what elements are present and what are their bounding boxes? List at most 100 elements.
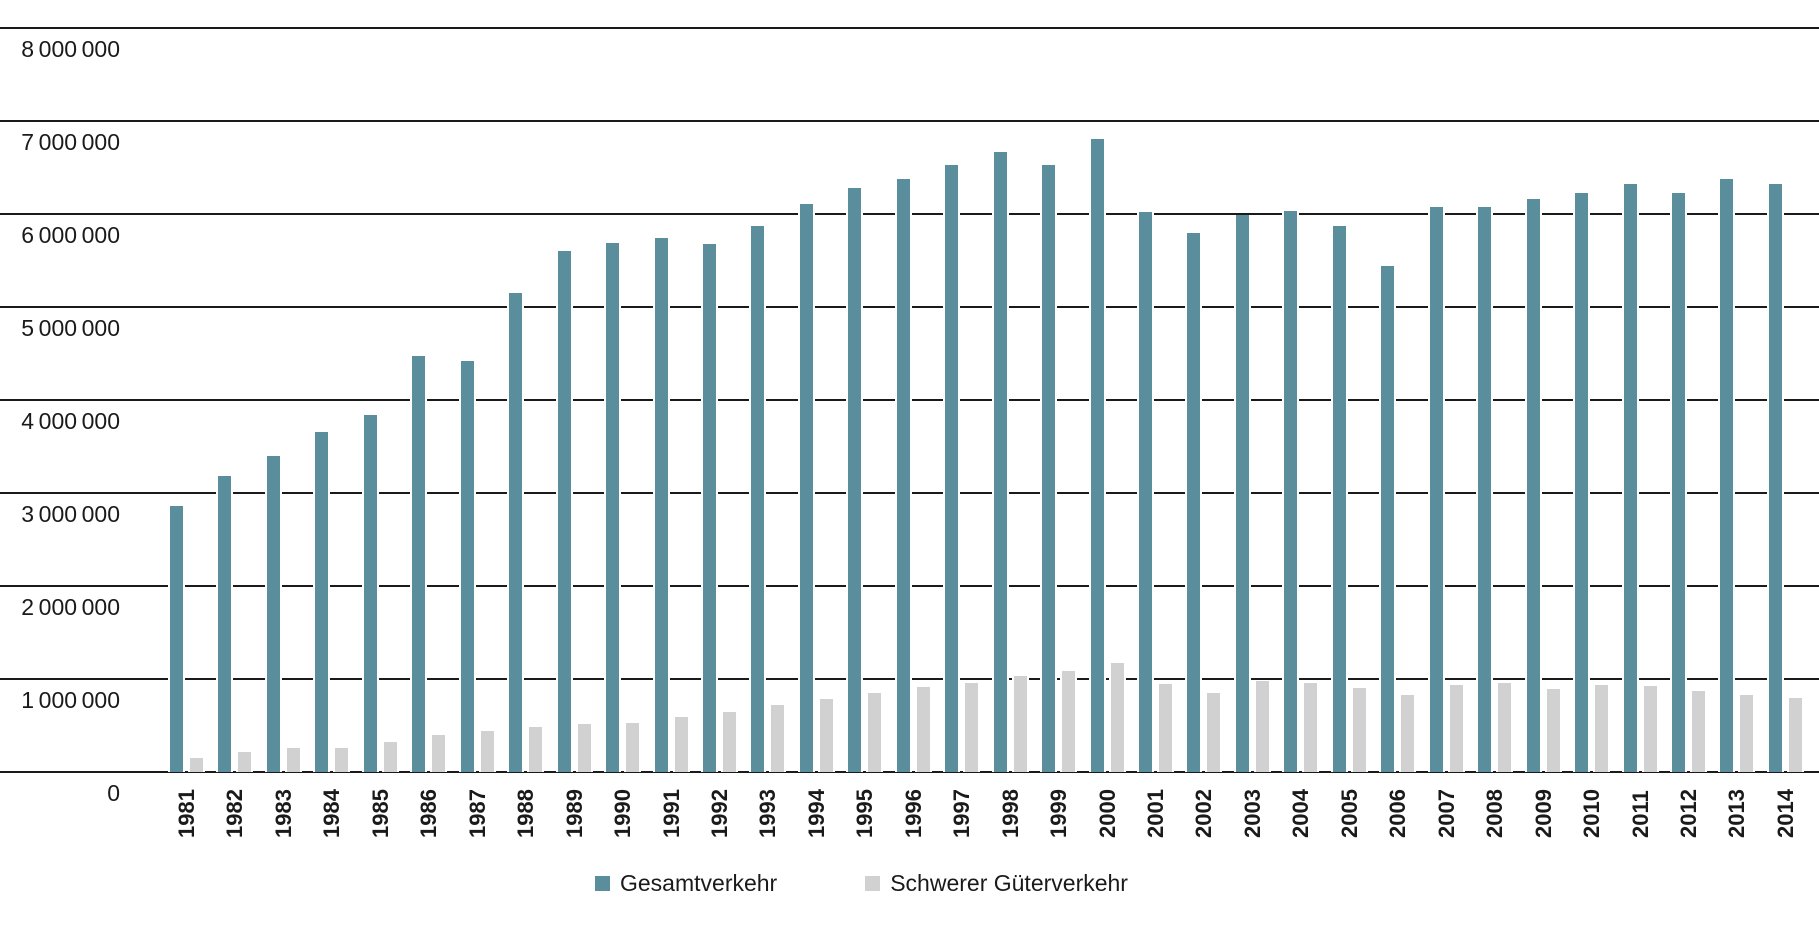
bar-gesamtverkehr-1997 <box>943 165 960 772</box>
bar-schwerer-gueterverkehr-1987 <box>479 731 496 772</box>
y-axis-tick-label: 7 000 000 <box>21 129 120 155</box>
x-axis-year-label-2009: 2009 <box>1531 789 1556 839</box>
bar-schwerer-gueterverkehr-1982 <box>236 752 253 772</box>
x-axis-year-label-1997: 1997 <box>949 789 974 839</box>
bar-schwerer-gueterverkehr-1996 <box>915 687 932 772</box>
y-axis-tick-label: 1 000 000 <box>21 687 120 713</box>
x-axis-year-label-2001: 2001 <box>1143 789 1168 839</box>
x-axis-year-label-1988: 1988 <box>513 789 538 839</box>
bar-schwerer-gueterverkehr-1993 <box>769 705 786 772</box>
bar-gesamtverkehr-2013 <box>1718 179 1735 772</box>
bar-gesamtverkehr-1981 <box>168 506 185 772</box>
bar-schwerer-gueterverkehr-2013 <box>1738 695 1755 772</box>
legend-swatch-gesamtverkehr <box>595 876 610 891</box>
gridline-8000000 <box>0 27 1819 29</box>
bar-schwerer-gueterverkehr-1983 <box>285 748 302 772</box>
bar-schwerer-gueterverkehr-2010 <box>1593 685 1610 772</box>
bar-gesamtverkehr-1988 <box>507 293 524 772</box>
bar-schwerer-gueterverkehr-2006 <box>1399 695 1416 772</box>
bar-schwerer-gueterverkehr-1984 <box>333 748 350 772</box>
y-axis-tick-label: 8 000 000 <box>21 36 120 62</box>
bar-gesamtverkehr-2007 <box>1428 207 1445 772</box>
x-axis-year-label-2003: 2003 <box>1240 789 1265 839</box>
x-axis-year-label-2013: 2013 <box>1724 789 1749 839</box>
bar-schwerer-gueterverkehr-2008 <box>1496 683 1513 772</box>
bar-gesamtverkehr-2012 <box>1670 193 1687 772</box>
bar-schwerer-gueterverkehr-2009 <box>1545 689 1562 772</box>
bar-gesamtverkehr-1990 <box>604 243 621 772</box>
y-axis-tick-label: 2 000 000 <box>21 594 120 620</box>
bar-gesamtverkehr-2001 <box>1137 212 1154 772</box>
bar-schwerer-gueterverkehr-2014 <box>1787 698 1804 772</box>
x-axis-year-label-1995: 1995 <box>852 789 877 839</box>
bar-gesamtverkehr-1984 <box>313 432 330 772</box>
y-axis-tick-label: 4 000 000 <box>21 408 120 434</box>
y-axis-tick-label: 6 000 000 <box>21 222 120 248</box>
bar-gesamtverkehr-1993 <box>749 226 766 772</box>
bar-gesamtverkehr-2002 <box>1185 233 1202 772</box>
x-axis-year-label-2007: 2007 <box>1434 789 1459 839</box>
x-axis-year-label-1987: 1987 <box>465 789 490 839</box>
legend: Gesamtverkehr Schwerer Güterverkehr <box>595 870 1128 897</box>
x-axis-year-label-1986: 1986 <box>416 789 441 839</box>
bar-gesamtverkehr-1982 <box>216 476 233 772</box>
x-axis-year-label-1990: 1990 <box>610 789 635 839</box>
bar-schwerer-gueterverkehr-1994 <box>818 699 835 772</box>
bar-gesamtverkehr-2000 <box>1089 139 1106 772</box>
legend-label-gesamtverkehr: Gesamtverkehr <box>620 870 778 896</box>
x-axis-year-label-1993: 1993 <box>755 789 780 839</box>
x-axis-year-label-1981: 1981 <box>174 789 199 839</box>
x-axis-year-label-1985: 1985 <box>368 789 393 839</box>
bar-gesamtverkehr-2005 <box>1331 226 1348 772</box>
x-axis-year-label-1992: 1992 <box>707 789 732 839</box>
bar-schwerer-gueterverkehr-2012 <box>1690 691 1707 772</box>
bar-schwerer-gueterverkehr-1990 <box>624 723 641 772</box>
x-axis-year-label-2008: 2008 <box>1482 789 1507 839</box>
y-axis-tick-label: 0 <box>107 780 120 806</box>
bar-gesamtverkehr-1987 <box>459 361 476 772</box>
bar-gesamtverkehr-1995 <box>846 188 863 772</box>
legend-item-schwerer-gueterverkehr: Schwerer Güterverkehr <box>865 870 1128 897</box>
x-axis-year-label-1982: 1982 <box>222 789 247 839</box>
x-axis-year-label-1983: 1983 <box>271 789 296 839</box>
x-axis-year-label-2014: 2014 <box>1773 789 1798 839</box>
bar-gesamtverkehr-1991 <box>653 238 670 772</box>
bar-gesamtverkehr-1983 <box>265 456 282 772</box>
x-axis-year-label-1984: 1984 <box>319 789 344 839</box>
bar-gesamtverkehr-2006 <box>1379 266 1396 772</box>
bar-schwerer-gueterverkehr-1999 <box>1060 671 1077 772</box>
x-axis-year-label-1989: 1989 <box>562 789 587 839</box>
x-axis-year-label-1994: 1994 <box>804 789 829 839</box>
bar-schwerer-gueterverkehr-1988 <box>527 727 544 772</box>
x-axis-year-label-2006: 2006 <box>1385 789 1410 839</box>
bar-gesamtverkehr-1998 <box>992 152 1009 772</box>
x-axis-year-label-1996: 1996 <box>901 789 926 839</box>
bar-schwerer-gueterverkehr-1997 <box>963 683 980 772</box>
bar-schwerer-gueterverkehr-1986 <box>430 735 447 772</box>
bar-schwerer-gueterverkehr-2003 <box>1254 681 1271 772</box>
bar-schwerer-gueterverkehr-1995 <box>866 693 883 772</box>
legend-label-schwerer-gueterverkehr: Schwerer Güterverkehr <box>890 870 1128 896</box>
bar-gesamtverkehr-2010 <box>1573 193 1590 772</box>
x-axis-year-label-1999: 1999 <box>1046 789 1071 839</box>
legend-swatch-schwerer-gueterverkehr <box>865 876 881 891</box>
legend-item-gesamtverkehr: Gesamtverkehr <box>595 870 777 897</box>
bar-schwerer-gueterverkehr-2005 <box>1351 688 1368 772</box>
bar-gesamtverkehr-1999 <box>1040 165 1057 772</box>
bar-gesamtverkehr-2003 <box>1234 215 1251 772</box>
x-axis-year-label-2005: 2005 <box>1337 789 1362 839</box>
bar-schwerer-gueterverkehr-2002 <box>1205 693 1222 772</box>
x-axis-year-label-2004: 2004 <box>1288 789 1313 839</box>
bar-schwerer-gueterverkehr-1981 <box>188 758 205 772</box>
bar-schwerer-gueterverkehr-1998 <box>1012 676 1029 772</box>
bar-schwerer-gueterverkehr-1991 <box>673 717 690 772</box>
bar-schwerer-gueterverkehr-2004 <box>1302 683 1319 772</box>
x-axis-year-label-2012: 2012 <box>1676 789 1701 839</box>
bar-gesamtverkehr-1986 <box>410 356 427 772</box>
x-axis-year-label-1991: 1991 <box>659 789 684 839</box>
bar-schwerer-gueterverkehr-1992 <box>721 712 738 772</box>
bar-schwerer-gueterverkehr-2007 <box>1448 685 1465 772</box>
gridline-7000000 <box>0 120 1819 122</box>
x-axis-year-label-2010: 2010 <box>1579 789 1604 839</box>
